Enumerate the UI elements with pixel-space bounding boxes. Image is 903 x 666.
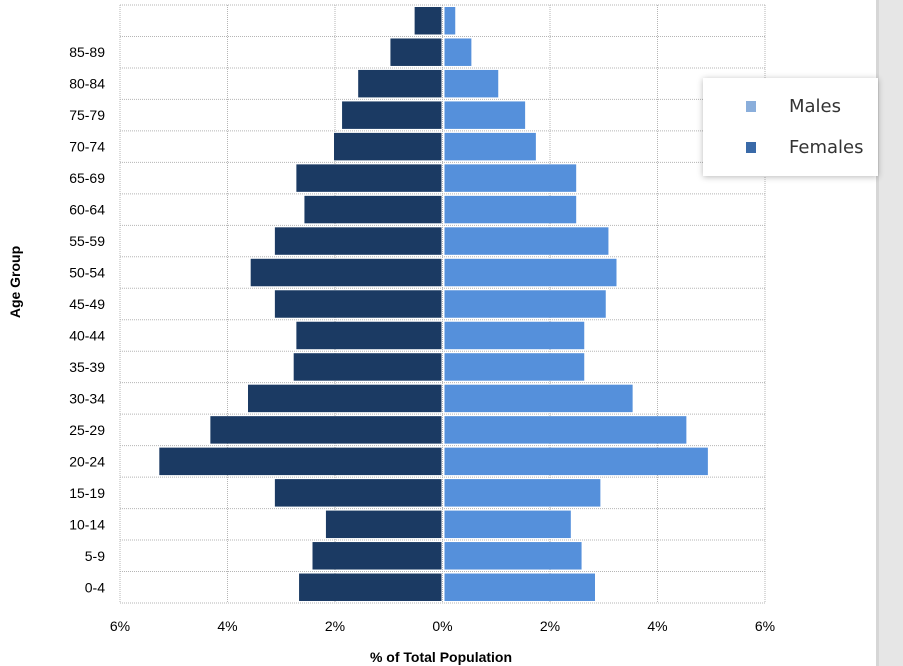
x-tick-label: 0%	[432, 618, 452, 634]
bar-females[interactable]	[274, 290, 442, 318]
y-tick-label: 10-14	[69, 516, 105, 532]
bar-females[interactable]	[299, 573, 442, 601]
y-tick-label: 75-79	[69, 107, 105, 123]
bar-males[interactable]	[444, 101, 526, 129]
y-tick-label: 30-34	[69, 390, 105, 406]
legend-item-females[interactable]: Females	[703, 136, 878, 160]
y-tick-label: 85-89	[69, 44, 105, 60]
legend-label-males: Males	[789, 96, 842, 117]
chart-legend: Males Females	[703, 78, 878, 176]
bar-females[interactable]	[250, 258, 442, 287]
y-tick-label: 80-84	[69, 76, 105, 92]
x-tick-label: 2%	[540, 618, 560, 634]
bar-females[interactable]	[159, 447, 442, 476]
legend-swatch-females	[746, 142, 756, 153]
bar-males[interactable]	[444, 227, 609, 255]
y-axis-title: Age Group	[7, 246, 23, 318]
bar-females[interactable]	[248, 384, 442, 413]
x-tick-label: 6%	[755, 618, 775, 634]
bar-females[interactable]	[358, 69, 442, 98]
y-tick-label: 35-39	[69, 359, 105, 375]
x-tick-label: 2%	[325, 618, 345, 634]
x-axis-title: % of Total Population	[370, 649, 512, 665]
y-tick-label: 15-19	[69, 485, 105, 501]
population-pyramid-chart: 6% 4% 2% 0% 2% 4% 6% 0-4 5-9 10-14 15-19 20-24 25-29…	[7, 4, 775, 665]
bars-layer	[159, 7, 708, 601]
bar-males[interactable]	[444, 258, 617, 287]
bar-females[interactable]	[414, 7, 442, 35]
bar-males[interactable]	[444, 573, 596, 601]
y-tick-label: 70-74	[69, 139, 105, 155]
bar-females[interactable]	[296, 321, 442, 350]
bar-females[interactable]	[296, 164, 442, 192]
bar-males[interactable]	[444, 195, 577, 224]
bar-males[interactable]	[444, 479, 601, 507]
y-tick-label: 45-49	[69, 296, 105, 312]
bar-females[interactable]	[342, 101, 442, 129]
y-tick-label: 40-44	[69, 327, 105, 343]
bar-males[interactable]	[444, 290, 606, 318]
bar-females[interactable]	[390, 38, 442, 66]
bar-females[interactable]	[312, 542, 442, 570]
y-tick-label: 25-29	[69, 422, 105, 438]
right-scrollbar-edge	[876, 0, 879, 666]
legend-item-males[interactable]: Males	[703, 95, 878, 119]
bar-females[interactable]	[293, 353, 442, 381]
x-tick-label: 6%	[110, 618, 130, 634]
y-tick-label: 65-69	[69, 170, 105, 186]
bar-females[interactable]	[304, 195, 442, 224]
bar-females[interactable]	[274, 479, 442, 507]
bar-males[interactable]	[444, 384, 633, 413]
bar-males[interactable]	[444, 510, 571, 539]
y-tick-label: 0-4	[85, 579, 105, 595]
bar-males[interactable]	[444, 321, 585, 350]
bar-females[interactable]	[274, 227, 442, 255]
y-tick-label: 60-64	[69, 202, 105, 218]
labels-layer: 6% 4% 2% 0% 2% 4% 6% 0-4 5-9 10-14 15-19 20-24 25-29…	[69, 44, 775, 634]
bar-males[interactable]	[444, 7, 456, 35]
bar-males[interactable]	[444, 69, 499, 98]
bar-males[interactable]	[444, 353, 585, 381]
bar-females[interactable]	[325, 510, 442, 539]
y-tick-label: 50-54	[69, 265, 105, 281]
bar-females[interactable]	[334, 132, 442, 161]
grid-layer	[119, 4, 766, 604]
right-scrollbar-track	[876, 0, 903, 666]
x-tick-label: 4%	[217, 618, 237, 634]
legend-swatch-males	[746, 101, 756, 112]
y-tick-label: 5-9	[85, 548, 105, 564]
bar-males[interactable]	[444, 447, 708, 476]
bar-males[interactable]	[444, 132, 536, 161]
bar-males[interactable]	[444, 164, 577, 192]
bar-males[interactable]	[444, 542, 582, 570]
bar-males[interactable]	[444, 38, 472, 66]
bar-females[interactable]	[210, 416, 442, 444]
y-tick-label: 55-59	[69, 233, 105, 249]
y-tick-label: 20-24	[69, 453, 105, 469]
bar-males[interactable]	[444, 416, 687, 444]
x-tick-label: 4%	[647, 618, 667, 634]
legend-label-females: Females	[789, 137, 864, 158]
